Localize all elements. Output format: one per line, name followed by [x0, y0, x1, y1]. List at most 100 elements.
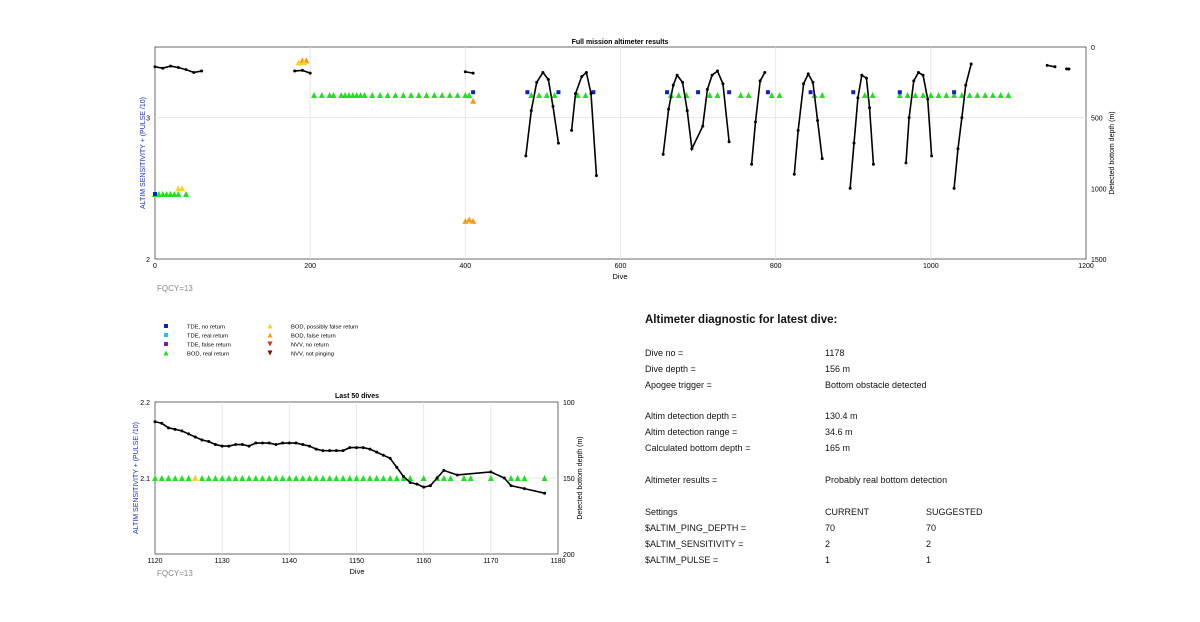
x-tick-label: 1200 — [1078, 263, 1094, 270]
depth-point — [930, 154, 934, 158]
bod-false-marker — [466, 216, 473, 223]
tde-no-return-marker — [897, 90, 902, 95]
depth-point — [395, 465, 399, 469]
x-tick-label: 1000 — [923, 263, 939, 270]
x-tick-label: 1120 — [147, 558, 162, 565]
tde-no-return-marker — [153, 191, 157, 196]
depth-point — [193, 435, 197, 439]
bod-real-marker — [293, 475, 300, 481]
bod-real-marker — [582, 92, 589, 99]
bod-real-marker — [333, 475, 340, 481]
bottom-x-axis-label: Dive — [349, 567, 364, 576]
pulse-label: $ALTIM_PULSE = — [645, 555, 719, 565]
depth-point — [792, 172, 796, 176]
bod-real-marker — [393, 475, 400, 481]
bod-real-marker — [279, 475, 286, 481]
depth-point — [860, 73, 864, 77]
bod-real-marker — [440, 475, 447, 481]
bod-real-marker — [408, 92, 415, 99]
legend-entry-label: BOD, real return — [187, 352, 229, 358]
depth-point — [594, 174, 598, 178]
ping-depth-suggested: 70 — [926, 523, 937, 533]
depth-point — [570, 128, 574, 132]
depth-point — [169, 64, 173, 68]
bod-real-marker — [219, 475, 226, 481]
bod-real-marker — [387, 475, 394, 481]
depth-point — [375, 450, 379, 454]
depth-point — [574, 92, 578, 96]
bod-real-marker — [447, 475, 454, 481]
depth-point — [541, 70, 545, 74]
bod-real-marker — [366, 475, 373, 481]
depth-point — [681, 80, 685, 84]
dive-depth-value: 156 m — [825, 364, 851, 374]
bod-real-marker — [415, 92, 422, 99]
bod-real-marker — [286, 475, 293, 481]
bod-real-marker — [272, 475, 279, 481]
y2-tick-label: 150 — [563, 476, 575, 483]
bod-real-marker — [466, 92, 473, 99]
bod-real-marker — [487, 475, 494, 481]
depth-point — [816, 118, 820, 122]
bod-real-marker — [974, 92, 981, 99]
current-label: CURRENT — [825, 507, 869, 517]
depth-point — [408, 481, 412, 485]
depth-point — [535, 80, 539, 84]
altimeter-results-value: Probably real bottom detection — [825, 475, 948, 485]
y2-tick-label: 200 — [563, 552, 575, 559]
depth-point — [455, 473, 459, 477]
bod-real-marker — [373, 475, 380, 481]
legend-triangle-up-icon — [163, 350, 169, 356]
bod-real-marker — [205, 475, 212, 481]
legend: TDE, no return TDE, real return TDE, false… — [163, 323, 358, 358]
depth-point — [192, 70, 196, 74]
depth-point — [522, 487, 526, 491]
depth-point — [916, 70, 920, 74]
bod-real-marker — [340, 475, 347, 481]
top-depth-line — [153, 62, 1071, 190]
bod-real-marker — [745, 92, 752, 99]
bod-possibly-false-marker — [179, 185, 186, 192]
bod-real-marker — [165, 475, 172, 481]
depth-point — [153, 420, 157, 424]
depth-point — [381, 453, 385, 457]
bod-real-marker — [431, 92, 438, 99]
legend-square-icon — [164, 342, 168, 346]
depth-point — [1065, 67, 1069, 71]
top-ticks: 0 200 400 600 800 1000 1200 2 3 0 500 1000 1500 — [146, 45, 1107, 270]
bod-real-marker — [920, 92, 927, 99]
settings-label: Settings — [645, 507, 678, 517]
depth-point — [727, 140, 731, 144]
x-tick-label: 800 — [770, 263, 782, 270]
bod-real-marker — [912, 92, 919, 99]
bod-real-marker — [361, 92, 368, 99]
calculated-bottom-depth-value: 165 m — [825, 443, 851, 453]
depth-point — [667, 107, 671, 111]
depth-point — [328, 449, 332, 453]
depth-point — [442, 468, 446, 472]
bottom-chart-title: Last 50 dives — [335, 393, 379, 400]
bod-real-marker — [178, 475, 185, 481]
altimeter-results-label: Altimeter results = — [645, 475, 718, 485]
legend-triangle-up-icon — [267, 332, 273, 338]
bod-real-marker — [185, 475, 192, 481]
depth-point — [254, 441, 258, 445]
depth-point — [307, 444, 311, 448]
depth-point — [763, 70, 767, 74]
bod-real-marker — [462, 92, 469, 99]
bod-real-marker — [521, 475, 528, 481]
depth-point — [811, 80, 815, 84]
depth-point — [293, 69, 297, 73]
depth-point — [234, 443, 238, 447]
depth-point — [247, 444, 251, 448]
bod-real-marker — [319, 475, 326, 481]
depth-point — [334, 449, 338, 453]
depth-point — [301, 443, 305, 447]
bod-real-marker — [982, 92, 989, 99]
x-tick-label: 200 — [304, 263, 316, 270]
depth-point — [240, 443, 244, 447]
depth-point — [802, 82, 806, 86]
depth-point — [921, 73, 925, 77]
x-tick-label: 400 — [459, 263, 471, 270]
legend-entry-label: TDE, no return — [187, 325, 225, 331]
